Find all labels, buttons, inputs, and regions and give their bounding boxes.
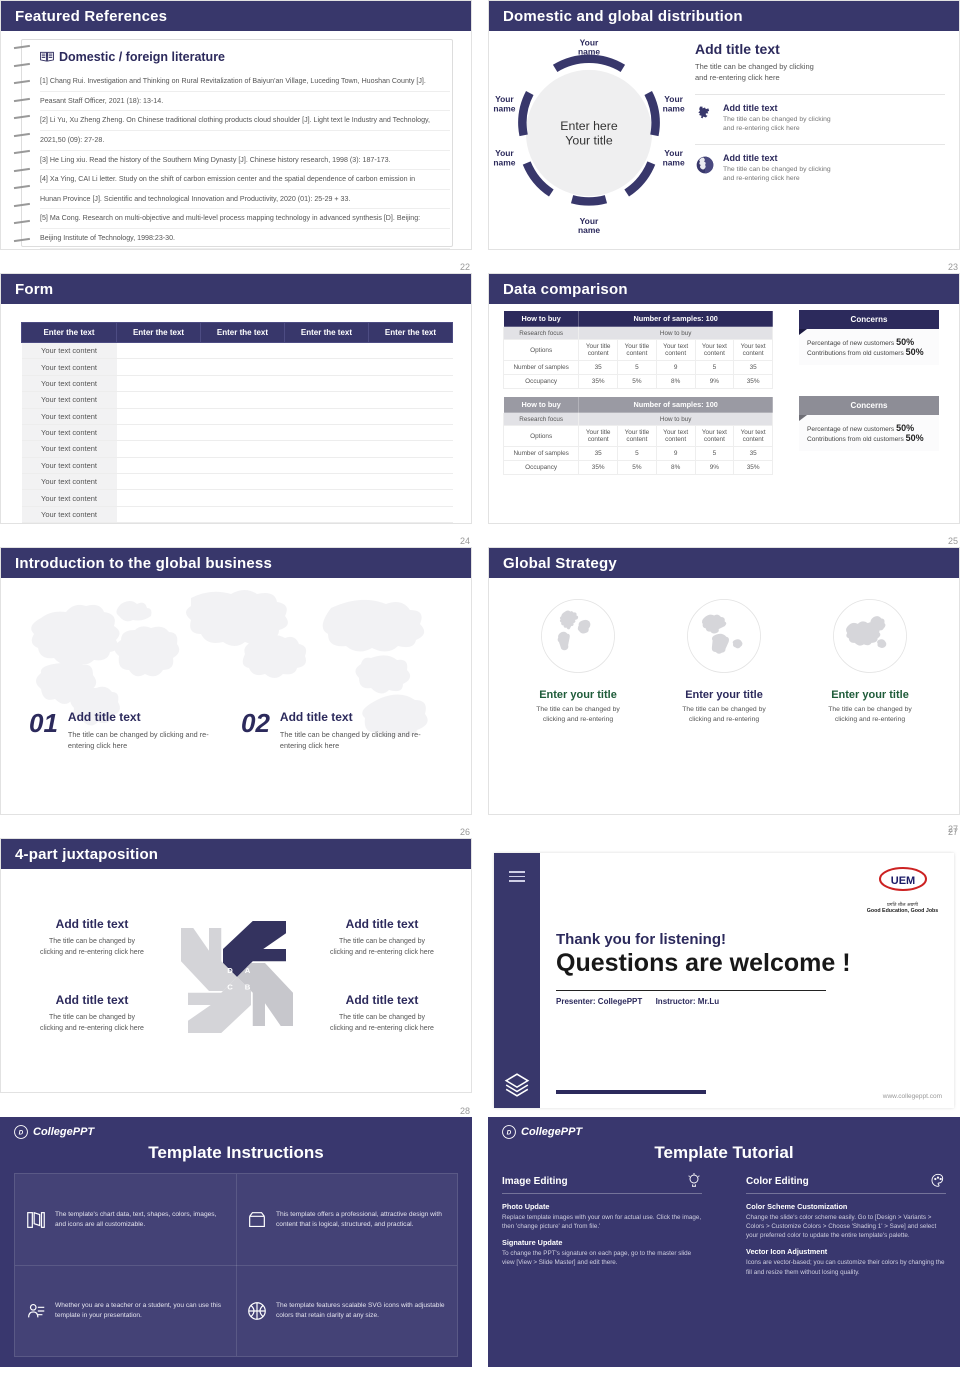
svg-text:Your title: Your title — [565, 134, 613, 148]
svg-text:name: name — [663, 157, 685, 167]
svg-text:D: D — [19, 1129, 24, 1136]
svg-text:name: name — [578, 47, 600, 57]
svg-text:name: name — [493, 157, 515, 167]
svg-text:Enter here: Enter here — [560, 119, 618, 133]
svg-text:C: C — [227, 982, 233, 991]
svg-text:name: name — [493, 103, 515, 113]
svg-text:B: B — [245, 982, 251, 991]
svg-text:D: D — [507, 1129, 512, 1136]
svg-text:UEM: UEM — [890, 875, 914, 887]
svg-text:D: D — [227, 966, 233, 975]
svg-text:name: name — [663, 103, 685, 113]
svg-text:A: A — [245, 966, 251, 975]
svg-text:name: name — [578, 225, 600, 233]
